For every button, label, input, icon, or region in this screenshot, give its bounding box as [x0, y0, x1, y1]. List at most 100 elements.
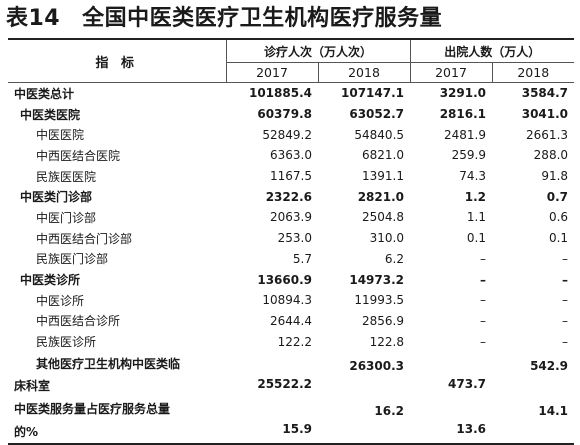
row-name: 民族医医院	[36, 169, 97, 184]
cell: 0.7	[546, 189, 569, 204]
row-name: 中医类服务量占医疗服务总量	[14, 402, 171, 417]
cell: 288.0	[533, 148, 569, 163]
cell: –	[562, 251, 569, 266]
table-title: 全国中医类医疗卫生机构医疗服务量	[82, 6, 443, 31]
cell: 16.2	[374, 404, 405, 418]
cell: 122.2	[277, 334, 312, 349]
cell: 15.9	[226, 420, 318, 445]
row-name: 中医门诊部	[36, 210, 97, 225]
table-row-other-cont: 床科室 25522.2 473.7	[8, 375, 574, 398]
table-row-other: 其他医疗卫生机构中医类临 26300.3 542.9	[8, 352, 574, 375]
cell: 2816.1	[439, 107, 487, 122]
visits-header: 诊疗人次（万人次）	[225, 39, 411, 63]
cell: 1.1	[466, 210, 487, 225]
cell: 91.8	[541, 169, 569, 184]
table-number: 表14	[6, 6, 61, 31]
row-name: 中医类门诊部	[20, 190, 93, 205]
cell: 5.7	[292, 251, 312, 266]
cell: 473.7	[448, 376, 487, 391]
cell	[318, 420, 411, 445]
table-row: 中医医院 52849.2 54840.5 2481.9 2661.3	[8, 124, 574, 145]
row-name: 其他医疗卫生机构中医类临	[36, 356, 181, 371]
cell: 0.1	[466, 231, 487, 246]
page-title: 表14 全国中医类医疗卫生机构医疗服务量	[6, 2, 442, 36]
cell: 542.9	[530, 358, 569, 373]
cell: 1391.1	[362, 169, 405, 184]
table-row: 中西医结合医院 6363.0 6821.0 259.9 288.0	[8, 145, 574, 166]
cell: 107147.1	[341, 86, 405, 101]
cell	[226, 397, 318, 420]
table-row: 民族医诊所 122.2 122.8 – –	[8, 331, 574, 352]
cell: 0.1	[548, 231, 569, 246]
row-name: 中医诊所	[36, 293, 85, 308]
cell	[410, 397, 492, 420]
cell: 6363.0	[270, 148, 312, 163]
cell: 6.2	[384, 251, 405, 266]
discharged-header: 出院人数（万人）	[409, 39, 575, 63]
cell: –	[480, 313, 487, 328]
cell: 14973.2	[349, 272, 405, 287]
table-row: 中医类门诊部 2322.6 2821.0 1.2 0.7	[8, 186, 574, 207]
cell: 74.3	[459, 169, 487, 184]
cell: 10894.3	[262, 293, 312, 308]
year-header: 2017	[409, 62, 493, 83]
table-row: 中医门诊部 2063.9 2504.8 1.1 0.6	[8, 207, 574, 228]
cell: 11993.5	[354, 293, 405, 308]
year-header: 2017	[225, 62, 318, 83]
table-row: 中西医结合门诊部 253.0 310.0 0.1 0.1	[8, 228, 574, 249]
cell: 63052.7	[349, 107, 405, 122]
table-row: 中医类诊所 13660.9 14973.2 – –	[8, 269, 574, 290]
cell	[492, 375, 574, 398]
cell: 26300.3	[349, 358, 405, 373]
cell: 2504.8	[362, 210, 405, 225]
row-name: 中医类诊所	[20, 273, 81, 288]
row-name: 中医类医院	[20, 107, 81, 122]
cell: 2063.9	[270, 210, 312, 225]
cell: 3041.0	[521, 107, 569, 122]
table-row: 民族医门诊部 5.7 6.2 – –	[8, 249, 574, 270]
cell: 60379.8	[257, 107, 312, 122]
table-row-share: 中医类服务量占医疗服务总量 16.2 14.1	[8, 397, 574, 420]
cell: 3584.7	[521, 86, 569, 101]
cell: –	[562, 334, 569, 349]
row-name: 民族医门诊部	[36, 252, 109, 267]
cell: 259.9	[451, 148, 487, 163]
cell: 2322.6	[265, 189, 312, 204]
row-name: 中医类总计	[14, 86, 75, 101]
cell: 2481.9	[444, 127, 487, 142]
row-name: 民族医诊所	[36, 335, 97, 350]
cell: 54840.5	[354, 127, 405, 142]
row-name-cont: 床科室	[14, 379, 51, 394]
cell: –	[480, 293, 487, 308]
row-name: 中西医结合门诊部	[36, 231, 133, 246]
row-name: 中西医结合诊所	[36, 314, 121, 329]
cell: 52849.2	[262, 127, 312, 142]
year-header: 2018	[317, 62, 411, 83]
cell: 1.2	[464, 189, 487, 204]
cell: 0.6	[548, 210, 569, 225]
year-header: 2018	[491, 62, 575, 83]
cell: 14.1	[538, 404, 569, 418]
table-row: 中西医结合诊所 2644.4 2856.9 – –	[8, 311, 574, 332]
cell: 3291.0	[439, 86, 487, 101]
table-body: 中医类总计 101885.4 107147.1 3291.0 3584.7 中医类医院 60…	[8, 83, 575, 445]
cell: 2821.0	[357, 189, 405, 204]
cell	[492, 420, 575, 445]
cell: 1167.5	[270, 169, 312, 184]
cell: 122.8	[369, 334, 405, 349]
cell: –	[480, 272, 487, 287]
table-row: 中医类总计 101885.4 107147.1 3291.0 3584.7	[8, 83, 574, 104]
cell: 2644.4	[270, 313, 312, 328]
cell: 2661.3	[526, 127, 569, 142]
table-row: 中医类医院 60379.8 63052.7 2816.1 3041.0	[8, 104, 574, 125]
cell: –	[562, 293, 569, 308]
cell: –	[480, 334, 487, 349]
cell	[318, 375, 410, 398]
cell: –	[480, 251, 487, 266]
cell: 25522.2	[257, 376, 312, 391]
cell	[410, 352, 492, 375]
table-row-share-cont: 的% 15.9 13.6	[8, 420, 575, 445]
row-name: 中医医院	[36, 128, 85, 143]
cell: 253.0	[277, 231, 312, 246]
